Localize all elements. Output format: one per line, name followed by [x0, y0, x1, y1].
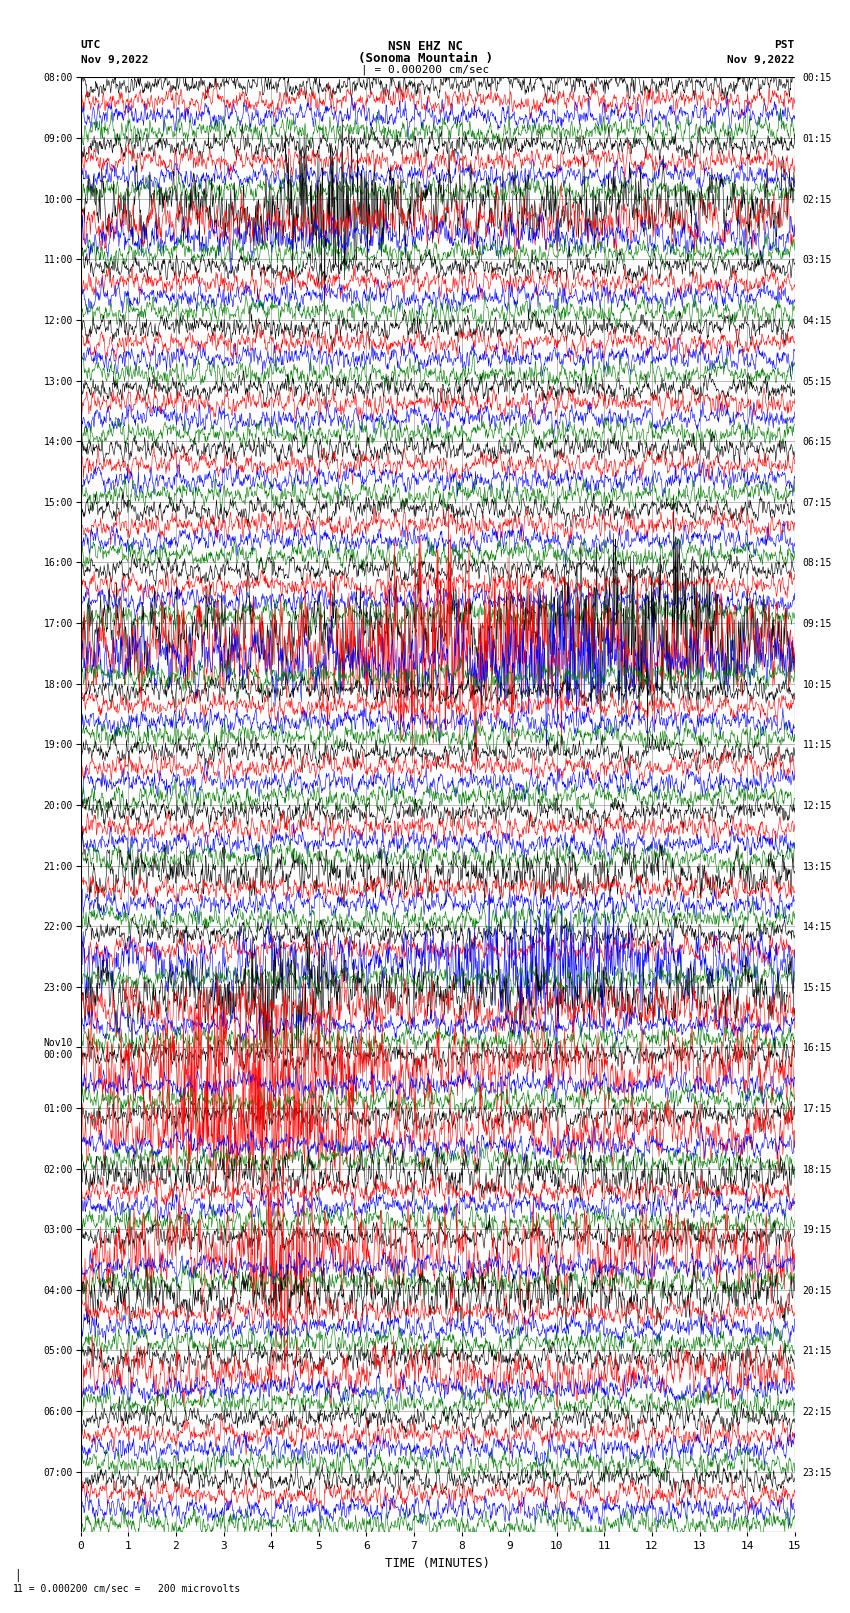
Text: PST: PST [774, 40, 795, 50]
Text: Nov 9,2022: Nov 9,2022 [728, 55, 795, 65]
Text: | = 0.000200 cm/sec: | = 0.000200 cm/sec [361, 65, 489, 76]
Text: (Sonoma Mountain ): (Sonoma Mountain ) [358, 52, 492, 65]
Text: NSN EHZ NC: NSN EHZ NC [388, 40, 462, 53]
Text: UTC: UTC [81, 40, 101, 50]
Text: │: │ [14, 1569, 21, 1582]
Text: 1 = 0.000200 cm/sec =   200 microvolts: 1 = 0.000200 cm/sec = 200 microvolts [17, 1584, 241, 1594]
Text: Nov 9,2022: Nov 9,2022 [81, 55, 148, 65]
X-axis label: TIME (MINUTES): TIME (MINUTES) [385, 1557, 490, 1569]
Text: 1: 1 [13, 1584, 19, 1594]
